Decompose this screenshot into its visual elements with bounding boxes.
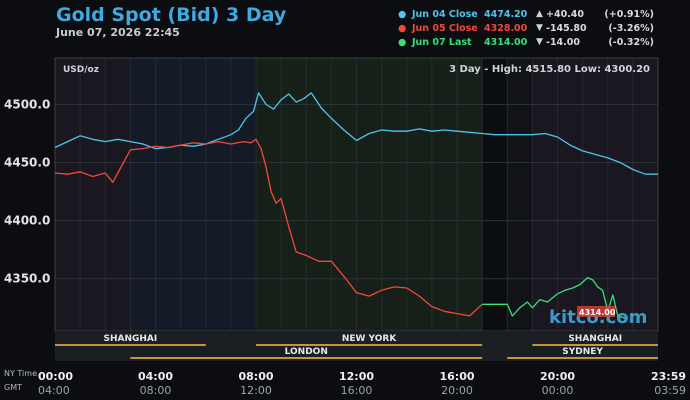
legend-name: Jun 07 Last bbox=[412, 37, 472, 48]
chart-timestamp: June 07, 2026 22:45 bbox=[56, 26, 180, 39]
session-shade-0 bbox=[55, 58, 131, 331]
gmt-row-label: GMT bbox=[4, 383, 22, 392]
chart-title: Gold Spot (Bid) 3 Day bbox=[56, 4, 287, 26]
legend-change: -14.00 bbox=[546, 37, 580, 48]
series-line-2 bbox=[54, 138, 483, 317]
x-tick-label-gmt: 16:00 bbox=[341, 384, 373, 397]
session-shade-4 bbox=[507, 58, 533, 331]
session-bar bbox=[532, 344, 658, 346]
y-tick-label: 4500.0 bbox=[4, 97, 50, 111]
legend-percent: (-3.26%) bbox=[608, 23, 654, 34]
unit-label: USD/oz bbox=[63, 65, 99, 75]
x-tick-label-gmt: 12:00 bbox=[240, 384, 272, 397]
legend-value: 4314.00 bbox=[484, 37, 528, 48]
y-axis: 4350.0 4400.0 4450.0 4500.0 bbox=[4, 97, 50, 285]
x-tick-label-gmt: 04:00 bbox=[38, 384, 70, 397]
legend: ● Jun 04 Close 4474.20 ▲ +40.40 (+0.91%)… bbox=[392, 7, 660, 49]
last-price-marker-label: 4314.00 bbox=[579, 308, 616, 317]
series-line-3 bbox=[482, 276, 626, 319]
session-bar bbox=[256, 344, 483, 346]
legend-value: 4328.00 bbox=[484, 23, 528, 34]
x-tick-label-ny: 04:00 bbox=[138, 370, 173, 383]
legend-change: -145.80 bbox=[546, 23, 587, 34]
x-tick-label-gmt: 08:00 bbox=[140, 384, 172, 397]
session-bar bbox=[55, 344, 206, 346]
session-shade-3 bbox=[482, 58, 508, 331]
x-tick-label-ny: 16:00 bbox=[439, 370, 474, 383]
x-tick-label-ny: 23:59 bbox=[651, 370, 686, 383]
last-price-marker bbox=[577, 306, 615, 317]
x-tick-label-ny: 20:00 bbox=[540, 370, 575, 383]
x-tick-label-gmt: 20:00 bbox=[441, 384, 473, 397]
session-bars: SHANGHAI LONDON NEW YORK SHANGHAI SYDNEY bbox=[55, 331, 658, 361]
legend-percent: (-0.32%) bbox=[608, 37, 654, 48]
legend-dot-icon: ● bbox=[398, 37, 407, 48]
session-bar bbox=[507, 357, 658, 359]
legend-entry-jun07: ● Jun 07 Last 4314.00 ▼ -14.00 (-0.32%) bbox=[392, 35, 660, 49]
grid bbox=[55, 58, 658, 331]
session-label: SHANGHAI bbox=[104, 334, 158, 344]
x-tick-label-ny: 08:00 bbox=[238, 370, 273, 383]
y-tick-label: 4400.0 bbox=[4, 214, 50, 228]
series-lines bbox=[54, 92, 658, 319]
session-shade-2 bbox=[256, 58, 483, 331]
legend-entry-jun05: ● Jun 05 Close 4328.00 ▼ -145.80 (-3.26%… bbox=[392, 21, 660, 35]
x-tick-label-ny: 00:00 bbox=[38, 370, 73, 383]
session-label: SHANGHAI bbox=[568, 334, 622, 344]
watermark: kitco.com bbox=[549, 307, 647, 328]
session-label: NEW YORK bbox=[342, 334, 398, 344]
legend-dot-icon: ● bbox=[398, 23, 407, 34]
legend-change: +40.40 bbox=[546, 9, 585, 20]
x-tick-label-gmt: 03:59 bbox=[654, 384, 686, 397]
session-shade-1 bbox=[130, 58, 256, 331]
y-tick-label: 4350.0 bbox=[4, 272, 50, 286]
high-low-summary: 3 Day - High: 4515.80 Low: 4300.20 bbox=[449, 64, 650, 75]
session-shade-5 bbox=[532, 58, 658, 331]
down-arrow-icon: ▼ bbox=[536, 37, 543, 47]
legend-entry-jun04: ● Jun 04 Close 4474.20 ▲ +40.40 (+0.91%) bbox=[392, 7, 660, 21]
down-arrow-icon: ▼ bbox=[536, 23, 543, 33]
legend-name: Jun 04 Close bbox=[412, 9, 478, 20]
x-axis: NY TimeGMT00:0004:0004:0008:0008:0012:00… bbox=[4, 369, 686, 397]
x-tick-label-ny: 12:00 bbox=[339, 370, 374, 383]
session-label: SYDNEY bbox=[562, 347, 603, 357]
session-label: LONDON bbox=[285, 347, 328, 357]
session-bands bbox=[55, 58, 658, 331]
ny-time-row-label: NY Time bbox=[4, 369, 37, 378]
legend-percent: (+0.91%) bbox=[604, 9, 654, 20]
legend-name: Jun 05 Close bbox=[412, 23, 478, 34]
legend-dot-icon: ● bbox=[398, 9, 407, 20]
up-arrow-icon: ▲ bbox=[536, 9, 543, 19]
x-tick-label-gmt: 00:00 bbox=[542, 384, 574, 397]
session-bar bbox=[130, 357, 483, 359]
y-tick-label: 4450.0 bbox=[4, 156, 50, 170]
legend-value: 4474.20 bbox=[484, 9, 528, 20]
